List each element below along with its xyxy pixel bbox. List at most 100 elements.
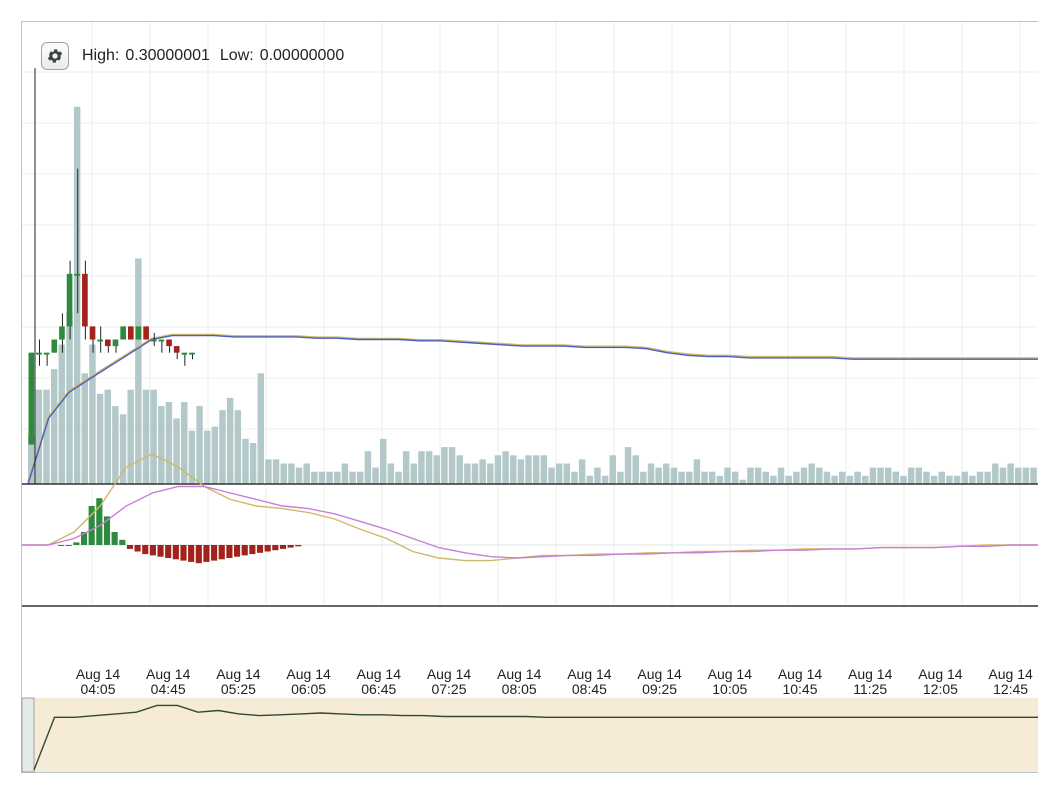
macd-hist-bar — [279, 545, 287, 549]
x-tick-time: 04:45 — [151, 681, 186, 697]
x-tick-time: 07:25 — [431, 681, 466, 697]
macd-hist-bar — [172, 545, 179, 560]
candle-body — [112, 339, 119, 347]
macd-hist-bar — [272, 545, 279, 551]
candle-series — [28, 168, 195, 445]
volume-bar — [142, 389, 150, 484]
volume-bar — [632, 455, 639, 484]
candle-body — [120, 326, 126, 340]
x-tick-time: 04:05 — [80, 681, 115, 697]
volume-bar — [731, 471, 739, 484]
volume-bar — [992, 463, 999, 484]
volume-bar — [808, 463, 815, 484]
volume-bar — [517, 459, 525, 484]
candle-body — [105, 339, 111, 347]
volume-bar — [739, 479, 747, 484]
volume-bar — [563, 463, 571, 484]
x-tick-date: Aug 14 — [427, 666, 472, 682]
volume-bar — [708, 471, 716, 484]
volume-bar — [272, 459, 280, 484]
volume-bar — [96, 393, 104, 484]
volume-bar — [73, 106, 81, 485]
volume-bar — [969, 475, 976, 484]
volume-bar — [387, 463, 395, 484]
volume-bar — [448, 447, 456, 484]
low-value: 0.00000000 — [259, 47, 345, 64]
volume-bar — [693, 459, 701, 484]
navigator-handle — [21, 697, 35, 773]
volume-bar — [640, 471, 647, 484]
volume-bar — [150, 389, 157, 484]
volume-bar — [670, 467, 678, 484]
ma-gold-line — [27, 333, 1038, 482]
volume-bar — [349, 471, 356, 484]
macd-hist-bar — [211, 545, 218, 561]
macd-hist-bar — [264, 545, 271, 552]
volume-bar — [770, 475, 777, 484]
volume-bar — [594, 467, 601, 484]
volume-bar — [402, 451, 410, 484]
x-tick-time: 06:05 — [291, 681, 326, 697]
volume-bar — [686, 471, 693, 484]
candle-body — [127, 326, 134, 340]
candle-body — [135, 326, 142, 340]
volume-bar — [510, 455, 517, 484]
x-tick-time: 08:05 — [502, 681, 537, 697]
volume-bar — [525, 455, 532, 484]
volume-bar — [196, 406, 203, 484]
x-tick-date: Aug 14 — [848, 666, 893, 682]
volume-bar — [502, 451, 509, 484]
volume-bar — [158, 406, 165, 484]
x-tick-time: 08:45 — [572, 681, 607, 697]
volume-bar — [831, 475, 838, 484]
volume-bar — [119, 414, 127, 484]
volume-bar — [326, 471, 333, 484]
x-tick-time: 09:25 — [642, 681, 677, 697]
grid-lines — [22, 22, 1038, 606]
volume-bar — [976, 471, 984, 484]
volume-bar — [716, 475, 724, 484]
volume-bar — [173, 418, 180, 484]
ma-blue-line — [27, 334, 1038, 485]
volume-bar — [816, 467, 823, 484]
macd-hist-bar — [165, 545, 172, 558]
macd-hist-bar — [80, 532, 88, 545]
volume-bar — [66, 311, 73, 484]
volume-bar — [678, 471, 685, 484]
volume-bar — [907, 467, 915, 484]
volume-bar — [724, 467, 731, 484]
volume-bar — [938, 471, 945, 484]
volume-bar — [188, 430, 196, 484]
volume-bar — [471, 463, 479, 484]
volume-bar — [181, 402, 188, 484]
macd-hist-bar — [126, 545, 134, 549]
x-tick-time: 11:25 — [853, 681, 887, 697]
volume-bar — [1022, 467, 1030, 484]
macd-hist-bar — [157, 545, 164, 557]
volume-bar — [487, 463, 494, 484]
volume-bar — [311, 471, 318, 484]
volume-bar — [234, 410, 242, 484]
x-tick-date: Aug 14 — [918, 666, 963, 682]
volume-bar — [425, 451, 433, 484]
volume-series — [28, 106, 1037, 485]
volume-bar — [571, 471, 578, 484]
volume-bar — [456, 455, 463, 484]
volume-bar — [617, 471, 624, 484]
settings-button[interactable] — [41, 42, 69, 70]
volume-bar — [923, 471, 930, 484]
high-label: High: — [82, 47, 120, 64]
candle-body — [51, 339, 58, 353]
volume-bar — [999, 467, 1007, 484]
macd-hist-bar — [203, 545, 210, 562]
volume-bar — [249, 443, 257, 484]
x-tick-date: Aug 14 — [76, 666, 121, 682]
navigator-line — [33, 704, 1038, 771]
gear-icon — [47, 49, 63, 63]
volume-bar — [777, 467, 785, 484]
macd-hist-bar — [119, 539, 126, 545]
macd-hist-bar — [134, 545, 141, 552]
volume-bar — [104, 389, 111, 484]
